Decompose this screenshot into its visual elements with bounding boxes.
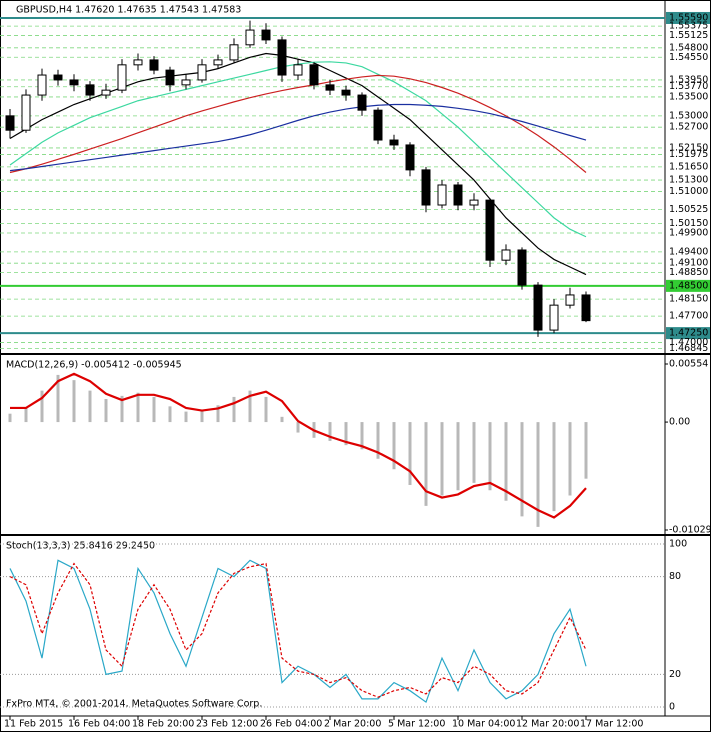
price-label-bg (666, 279, 710, 292)
candle-body (389, 139, 399, 146)
candle-body (277, 39, 287, 76)
y-tick-label: 1.51300 (669, 175, 708, 186)
y-tick-label: 1.54550 (669, 52, 708, 63)
macd-signal (10, 372, 587, 519)
macd-title: MACD(12,26,9) -0.005412 -0.005945 (6, 360, 182, 371)
candle-body (517, 249, 527, 286)
y-tick-label: 0.00554 (669, 359, 708, 370)
y-tick-label: 1.54800 (669, 42, 708, 53)
candle-body (197, 64, 207, 81)
candle-body (405, 144, 415, 171)
y-tick-label: 1.49900 (669, 227, 708, 238)
y-tick-label: 1.47000 (669, 337, 708, 348)
candle-body (53, 74, 63, 81)
y-tick-label: 1.50150 (669, 218, 708, 229)
y-tick-label: 0.00 (669, 417, 690, 428)
candle-body (149, 59, 159, 71)
x-tick-label: 18 Feb 20:00 (132, 719, 194, 730)
candle-body (485, 199, 495, 261)
candle-body (293, 64, 303, 76)
x-tick-label: 10 Mar 04:00 (452, 719, 515, 730)
candle-body (69, 79, 79, 86)
y-tick-label: 1.53770 (669, 81, 708, 92)
candle-body (373, 109, 383, 141)
y-tick-label: 1.51650 (669, 161, 708, 172)
moving-average (9, 103, 587, 172)
y-tick-label: 1.47250 (669, 328, 708, 339)
y-tick-label: 1.53000 (669, 110, 708, 121)
x-tick-label: 16 Feb 04:00 (68, 719, 130, 730)
candle-body (181, 79, 191, 86)
candle-body (549, 304, 559, 331)
price-label-bg (666, 327, 710, 340)
candle-body (469, 199, 479, 206)
y-tick-label: -0.010296 (669, 525, 711, 536)
y-tick-label: 80 (669, 571, 681, 582)
candle-body (581, 294, 591, 322)
y-tick-label: 1.51000 (669, 186, 708, 197)
y-tick-label: 1.52700 (669, 122, 708, 133)
y-tick-label: 1.48850 (669, 267, 708, 278)
candle-body (133, 59, 143, 66)
y-tick-label: 1.50525 (669, 204, 708, 215)
x-tick-label: 23 Feb 12:00 (196, 719, 258, 730)
candle-body (437, 184, 447, 206)
candle-body (501, 249, 511, 261)
y-tick-label: 1.46845 (669, 343, 708, 354)
candle-body (565, 294, 575, 306)
y-tick-label: 0 (669, 702, 675, 713)
candle-body (213, 59, 223, 66)
candle-body (533, 284, 543, 331)
candle-body (229, 44, 239, 61)
y-tick-label: 1.53500 (669, 91, 708, 102)
y-tick-label: 1.48500 (669, 280, 708, 291)
candle-body (21, 94, 31, 131)
x-tick-label: 12 Mar 20:00 (516, 719, 579, 730)
candle-body (101, 89, 111, 96)
y-tick-label: 1.55590 (669, 12, 708, 23)
y-tick-label: 1.51975 (669, 149, 708, 160)
candle-body (421, 169, 431, 206)
copyright: FxPro MT4, © 2001-2014, MetaQuotes Softw… (6, 699, 262, 710)
moving-average (9, 74, 587, 174)
y-tick-label: 1.52150 (669, 142, 708, 153)
candle-body (245, 29, 255, 46)
x-tick-label: 26 Feb 04:00 (260, 719, 322, 730)
candle-body (341, 89, 351, 96)
y-tick-label: 1.53950 (669, 74, 708, 85)
y-tick-label: 100 (669, 539, 687, 550)
y-tick-label: 1.55125 (669, 30, 708, 41)
y-tick-label: 1.48150 (669, 294, 708, 305)
candle-body (261, 29, 271, 41)
x-tick-label: 2 Mar 20:00 (324, 719, 381, 730)
candle-body (85, 84, 95, 96)
y-tick-label: 1.55375 (669, 21, 708, 32)
candle-body (453, 184, 463, 206)
y-tick-label: 1.49400 (669, 246, 708, 257)
candle-body (37, 74, 47, 96)
x-tick-label: 5 Mar 12:00 (388, 719, 445, 730)
x-tick-label: 17 Mar 12:00 (580, 719, 643, 730)
candle-body (325, 84, 335, 91)
candle-body (165, 69, 175, 86)
price-label-bg (666, 11, 710, 24)
candle-body (309, 64, 319, 86)
y-tick-label: 1.47700 (669, 311, 708, 322)
stoch-title: Stoch(13,3,3) 25.8416 29.2450 (6, 541, 155, 552)
candle-body (357, 94, 367, 111)
chart-title: GBPUSD,H4 1.47620 1.47635 1.47543 1.4758… (16, 5, 241, 16)
x-tick-label: 11 Feb 2015 (4, 719, 63, 730)
y-tick-label: 1.49100 (669, 258, 708, 269)
stoch-line (9, 562, 587, 698)
y-tick-label: 20 (669, 669, 681, 680)
stoch-line (9, 559, 587, 704)
candle-body (5, 115, 15, 131)
candle-body (117, 64, 127, 91)
